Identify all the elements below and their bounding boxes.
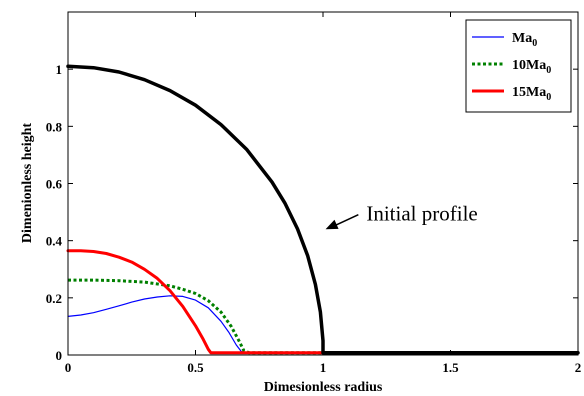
x-tick-label: 2 xyxy=(575,360,582,375)
y-axis-label: Dimenionless height xyxy=(20,123,35,244)
y-tick-label: 1 xyxy=(56,62,63,77)
annotation: Initial profile xyxy=(325,202,478,230)
y-tick-label: 0.8 xyxy=(46,119,63,134)
x-tick-label: 0.5 xyxy=(187,360,204,375)
y-tick-label: 0.2 xyxy=(46,291,62,306)
series-line-initial-profile xyxy=(66,64,580,355)
y-tick-label: 0.6 xyxy=(46,177,63,192)
annotation-text: Initial profile xyxy=(366,202,477,226)
legend: Ma0 10Ma0 15Ma0 xyxy=(465,19,572,113)
legend-label-ma: Ma0 xyxy=(512,31,537,49)
series-line-15ma xyxy=(66,249,580,355)
legend-label-10ma: 10Ma0 xyxy=(512,58,551,76)
annotation-arrowhead xyxy=(325,219,339,230)
ticks: 0 0.5 1 1.5 2 0 0.2 0.4 0.6 0.8 1 xyxy=(46,12,582,375)
x-tick-label: 1.5 xyxy=(442,360,459,375)
y-tick-label: 0 xyxy=(56,348,63,363)
x-tick-label: 0 xyxy=(65,360,72,375)
x-axis-label: Dimesionless radius xyxy=(264,380,383,395)
curves xyxy=(66,64,580,355)
legend-box xyxy=(465,19,572,113)
annotation-arrow xyxy=(333,213,359,227)
legend-label-15ma: 15Ma0 xyxy=(512,85,551,103)
y-tick-label: 0.4 xyxy=(46,234,63,249)
x-tick-label: 1 xyxy=(320,360,327,375)
